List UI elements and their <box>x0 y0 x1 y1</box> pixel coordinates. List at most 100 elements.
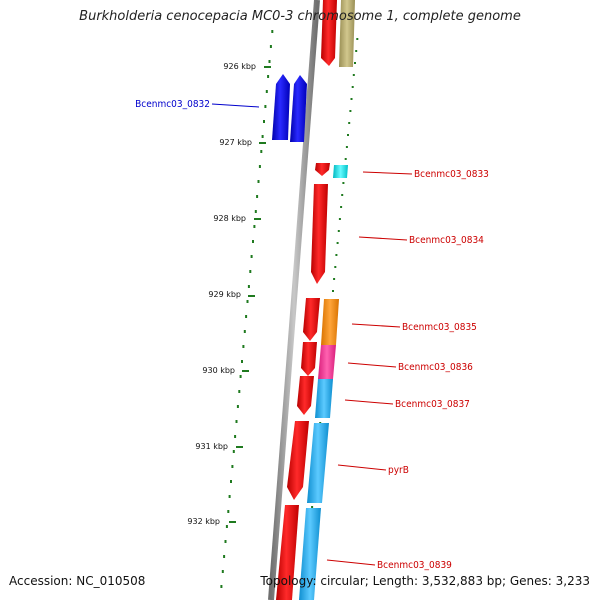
gene-arrow-0835 <box>303 298 320 341</box>
scale-dot <box>263 120 265 123</box>
scale-dot <box>253 225 256 228</box>
function-block-sky-3 <box>299 508 321 600</box>
scale-dot <box>257 180 260 183</box>
ring-dot <box>350 98 353 100</box>
scale-dot <box>249 270 252 273</box>
scale-dot <box>264 105 267 108</box>
function-block-orange <box>321 299 339 345</box>
ring-dot <box>335 254 338 256</box>
forward-strand-genes <box>272 74 307 142</box>
scale-dot <box>221 570 224 573</box>
gene-label-0836: Bcenmc03_0836 <box>398 362 473 373</box>
ring-dot <box>349 110 352 112</box>
ring-dot <box>336 242 339 244</box>
scale-label-927: 927 kbp <box>219 138 252 147</box>
map-title: Burkholderia cenocepacia MC0-3 chromosom… <box>79 9 521 24</box>
scale-dot <box>235 420 238 423</box>
gene-arrow-top <box>321 0 337 66</box>
gene-label-0834: Bcenmc03_0834 <box>409 235 484 246</box>
leader-pyrB <box>337 464 387 471</box>
scale-dot <box>261 135 264 138</box>
scale-dot <box>256 195 259 198</box>
leader-0834 <box>358 236 408 241</box>
gene-arrow-0836 <box>301 342 317 376</box>
gene-arrow-0832a <box>272 74 290 140</box>
scale-dot <box>228 495 231 498</box>
gene-arrow-pyrB <box>287 421 309 500</box>
scale-dot <box>239 375 242 378</box>
gene-label-0835: Bcenmc03_0835 <box>402 322 477 333</box>
leader-0836 <box>347 362 397 368</box>
scale-dot <box>271 30 274 33</box>
gene-arrow-0839 <box>276 505 299 600</box>
function-ring <box>299 0 355 600</box>
ring-dot <box>345 146 348 148</box>
scale-label-928: 928 kbp <box>213 214 246 223</box>
ring-dot <box>354 62 356 64</box>
ring-dot <box>355 50 358 52</box>
ring-dot <box>333 278 336 280</box>
ring-dot <box>341 194 344 196</box>
scale-dot <box>236 405 239 408</box>
scale-minor-ticks <box>220 30 274 588</box>
gene-arrow-0837 <box>297 376 314 415</box>
scale-labels: 926 kbp 927 kbp 928 kbp 929 kbp 930 kbp … <box>187 62 256 526</box>
gene-label-0833: Bcenmc03_0833 <box>414 169 489 180</box>
scale-label-930: 930 kbp <box>202 366 235 375</box>
scale-dot <box>242 345 245 348</box>
ring-dot <box>334 266 337 268</box>
scale-dot <box>250 255 253 258</box>
ring-dot <box>340 206 343 208</box>
ring-dot <box>352 74 355 76</box>
function-block-cyan <box>333 165 348 178</box>
function-block-sky-2 <box>307 423 329 503</box>
scale-dot <box>254 210 257 213</box>
ring-dot <box>337 230 340 232</box>
function-block-pink <box>318 345 336 379</box>
scale-dot <box>232 450 235 453</box>
ring-dot <box>311 506 314 508</box>
accession-text: Accession: NC_010508 <box>9 574 146 588</box>
scale-dot <box>223 555 226 558</box>
leader-0833 <box>362 171 413 175</box>
ring-dot <box>348 122 351 124</box>
gene-labels: Bcenmc03_0832 Bcenmc03_0833 Bcenmc03_083… <box>135 99 489 571</box>
ring-dot <box>344 158 347 160</box>
ring-dot <box>356 38 359 40</box>
scale-dot <box>220 585 223 588</box>
scale-dot <box>231 465 234 468</box>
scale-dot <box>225 525 228 528</box>
gene-arrow-0832b <box>290 75 307 142</box>
scale-dot <box>267 75 270 78</box>
scale-dot <box>230 480 232 483</box>
ring-dot <box>342 182 345 184</box>
scale-dot <box>227 510 230 513</box>
scale-label-931: 931 kbp <box>195 442 228 451</box>
scale-major-ticks <box>229 66 271 523</box>
scale-dot <box>245 315 248 318</box>
gene-label-0839: Bcenmc03_0839 <box>377 560 452 571</box>
ring-dot <box>351 86 354 88</box>
scale-dot <box>241 360 243 363</box>
scale-dot <box>260 150 263 153</box>
gene-arrow-0834 <box>311 184 328 284</box>
leader-0832 <box>211 103 260 108</box>
scale-dot <box>243 330 246 333</box>
leader-0837 <box>344 399 394 405</box>
ring-dot <box>347 134 349 136</box>
scale-dot <box>234 435 237 438</box>
ring-dot <box>332 290 334 292</box>
scale-dot <box>238 390 241 393</box>
scale-dot <box>252 240 254 243</box>
scale-label-932: 932 kbp <box>187 517 220 526</box>
gene-label-pyrB: pyrB <box>388 465 409 476</box>
scale-dot <box>224 540 227 543</box>
genome-backbone <box>268 0 320 600</box>
scale-dot <box>268 60 271 63</box>
leader-0839 <box>326 559 376 566</box>
label-leaders <box>211 103 413 566</box>
scale-dot <box>258 165 261 168</box>
leader-0835 <box>351 323 401 328</box>
function-block-sky-1 <box>315 379 333 418</box>
